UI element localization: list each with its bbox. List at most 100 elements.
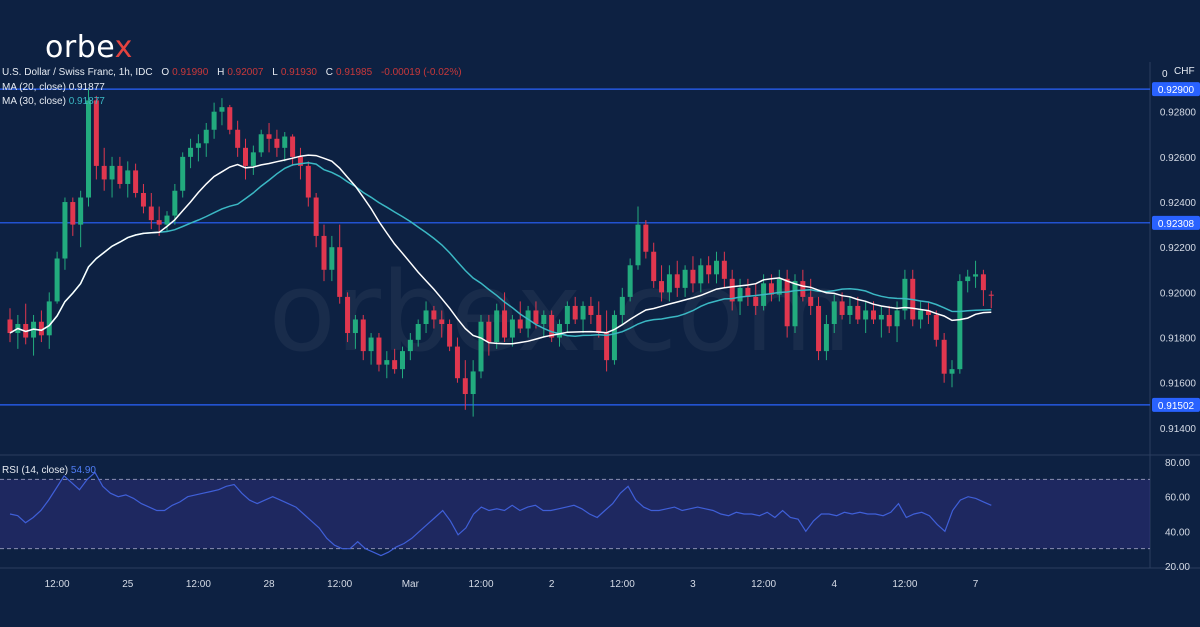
orbex-logo: orbex — [45, 30, 133, 65]
candle-up — [203, 129, 209, 144]
candle-up — [776, 278, 782, 295]
time-tick: 28 — [263, 579, 275, 590]
candle-down — [447, 324, 453, 347]
rsi-tick: 60.00 — [1165, 493, 1190, 504]
candle-down — [816, 305, 822, 352]
candle-down — [549, 314, 555, 338]
time-tick: 4 — [831, 579, 837, 590]
candle-down — [753, 296, 759, 306]
rsi-pane — [0, 471, 1150, 557]
candle-down — [855, 305, 861, 320]
candle-up — [949, 369, 955, 374]
candle-down — [360, 319, 366, 352]
time-tick: 3 — [690, 579, 696, 590]
price-zero-label: 0 — [1162, 69, 1168, 80]
candle-up — [494, 310, 500, 343]
level-label: 0.92900 — [1158, 85, 1195, 96]
candle-up — [541, 314, 547, 324]
candle-up — [470, 371, 476, 395]
candle-up — [250, 152, 256, 166]
candle-down — [140, 193, 146, 207]
candle-down — [266, 134, 272, 139]
candle-down — [486, 321, 492, 343]
price-tick: 0.91600 — [1160, 379, 1197, 390]
candle-up — [423, 310, 429, 324]
candle-up — [400, 351, 405, 370]
candle-down — [690, 269, 696, 284]
candle-down — [533, 310, 539, 324]
candle-up — [180, 156, 186, 191]
candle-up — [682, 269, 688, 288]
price-axis[interactable]: 0.92800 0.92600 0.92400 0.92200 0.92000 0.918… — [1160, 108, 1197, 573]
candle-up — [878, 314, 884, 320]
candle-up — [384, 360, 390, 365]
candle-up — [62, 202, 68, 259]
candle-up — [580, 305, 586, 320]
ma30-legend: MA (30, close) 0.91877 — [2, 96, 105, 107]
candle-down — [643, 224, 649, 252]
candle-down — [886, 314, 892, 327]
candle-down — [392, 360, 398, 370]
candle-down — [305, 165, 311, 198]
candle-down — [800, 281, 806, 297]
candle-down — [596, 314, 602, 334]
level-label-bg — [1152, 215, 1200, 230]
candle-up — [611, 314, 617, 361]
candle-down — [313, 197, 319, 236]
candle-up — [352, 319, 358, 334]
rsi-tick: 40.00 — [1165, 527, 1190, 538]
candle-down — [93, 100, 99, 166]
candle-up — [965, 276, 971, 282]
time-tick: 12:00 — [610, 579, 635, 590]
price-tick: 0.92000 — [1160, 288, 1197, 299]
candle-up — [564, 305, 570, 324]
candle-down — [745, 287, 751, 297]
candle-down — [871, 310, 876, 320]
candle-up — [164, 215, 170, 225]
time-tick: 12:00 — [468, 579, 493, 590]
candle-down — [925, 310, 931, 315]
candle-down — [517, 319, 523, 329]
candle-down — [988, 294, 994, 296]
candle-up — [368, 337, 374, 352]
candle-down — [454, 346, 460, 379]
level-label: 0.91502 — [1158, 401, 1195, 412]
candle-down — [7, 319, 13, 334]
candle-down — [133, 170, 139, 193]
candles-layer — [7, 89, 994, 417]
candle-down — [70, 202, 76, 225]
moving-averages — [9, 154, 992, 345]
candle-up — [125, 170, 131, 184]
candle-down — [839, 301, 845, 315]
ma20-legend: MA (20, close) 0.91877 — [2, 82, 105, 93]
candle-up — [109, 165, 115, 180]
candle-up — [894, 310, 900, 327]
candle-up — [478, 321, 484, 372]
candle-down — [321, 235, 327, 270]
price-tick: 0.91400 — [1160, 424, 1197, 435]
candle-down — [345, 296, 351, 334]
rsi-band — [0, 479, 1150, 549]
candle-up — [847, 305, 853, 315]
ohlc-legend: U.S. Dollar / Swiss Franc, 1h, IDC O 0.91… — [2, 67, 462, 78]
candle-down — [933, 314, 939, 340]
price-tick: 0.92400 — [1160, 198, 1197, 209]
candle-up — [557, 324, 562, 338]
candle-down — [101, 165, 107, 180]
candle-down — [502, 310, 508, 338]
candle-up — [823, 324, 829, 352]
candle-down — [227, 107, 233, 130]
price-tick: 0.92200 — [1160, 243, 1197, 254]
time-axis[interactable]: 12:00 25 12:00 28 12:00 Mar 12:00 2 12:00 3 12:00 4… — [45, 579, 979, 590]
time-tick: 25 — [122, 579, 134, 590]
candle-up — [54, 258, 60, 302]
price-tick: 0.92800 — [1160, 108, 1197, 119]
candle-down — [729, 278, 735, 302]
level-label-bg — [1152, 82, 1200, 97]
candle-down — [674, 274, 680, 288]
candle-down — [941, 339, 947, 374]
candle-up — [737, 287, 743, 302]
price-tick: 0.92600 — [1160, 153, 1197, 164]
candle-down — [38, 321, 44, 336]
